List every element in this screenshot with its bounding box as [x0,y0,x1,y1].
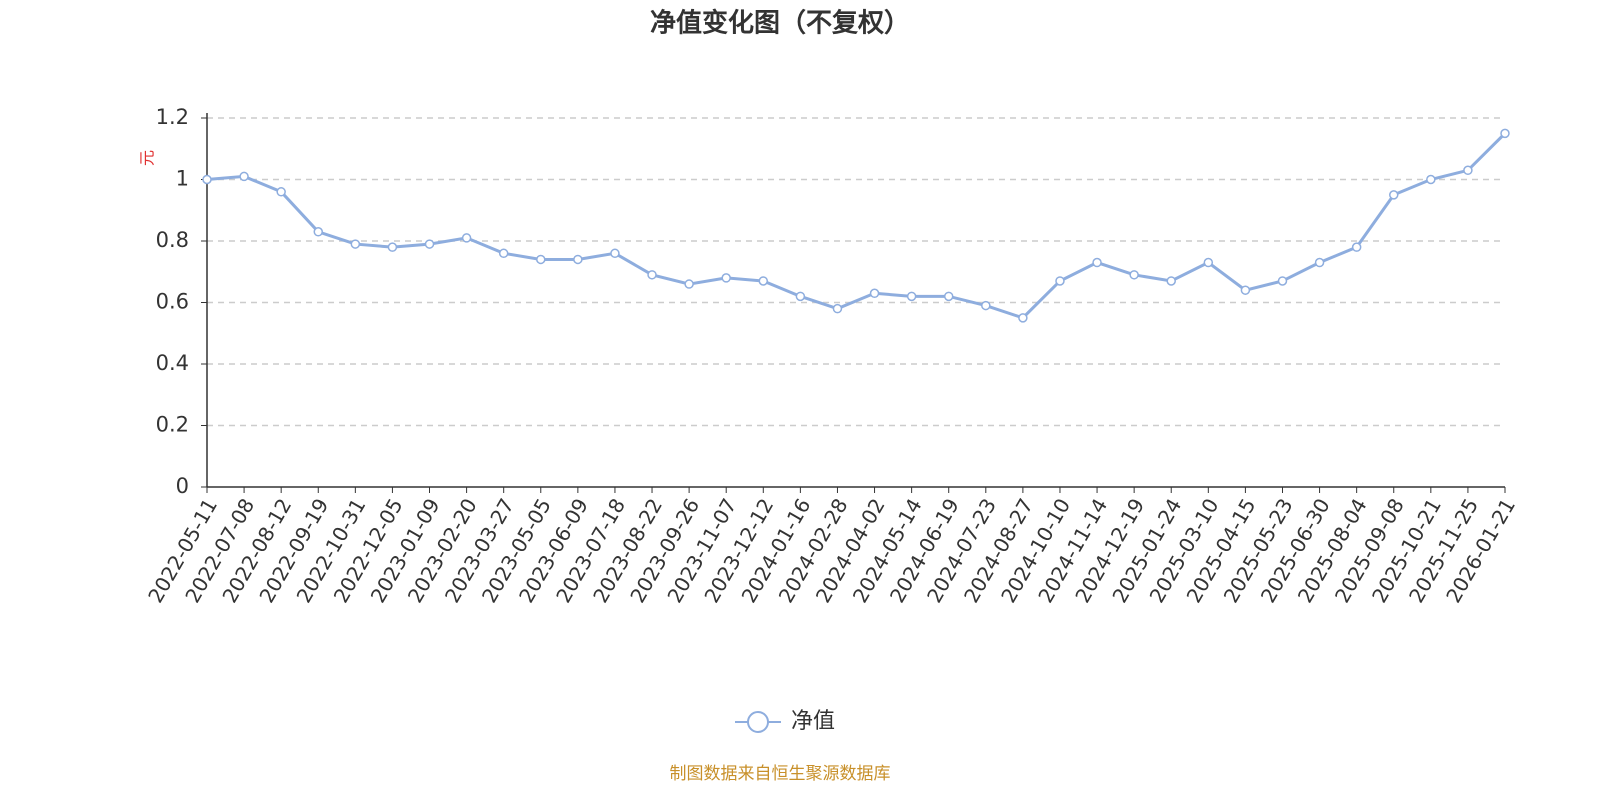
data-point [610,248,620,259]
y-tick-label: 1 [176,167,189,191]
data-point [1018,313,1028,323]
data-point [1500,128,1510,139]
data-point [1240,285,1251,295]
data-point [536,254,546,265]
data-point [1388,190,1399,200]
data-point [276,187,286,197]
legend-marker [747,711,769,733]
y-tick-label: 0.4 [156,351,189,375]
y-tick-label: 0.8 [156,228,189,252]
data-point [721,273,731,283]
data-point [498,248,509,259]
source-note: 制图数据来自恒生聚源数据库 [670,764,891,784]
data-point [461,233,472,243]
data-point [869,288,880,299]
data-point [313,227,324,237]
legend-label: 净值 [791,709,835,734]
chart-title: 净值变化图（不复权） [650,8,910,39]
data-point [832,303,843,314]
data-point [795,291,806,302]
data-point [1277,276,1288,286]
data-point [350,239,361,249]
y-tick-label: 0 [176,474,189,498]
data-point [424,239,435,249]
data-point [981,300,991,311]
y-axis-label: 元 [138,150,157,166]
data-point [387,242,398,252]
data-line [206,132,1507,320]
data-point [906,291,917,302]
data-point [647,270,657,280]
data-point [1426,174,1436,185]
data-point [1129,270,1139,280]
data-point [1351,242,1362,252]
y-tick-label: 1.2 [156,105,189,129]
data-point [1203,257,1214,268]
y-tick-label: 0.6 [156,290,189,314]
data-point [1166,276,1176,286]
data-point [1463,165,1473,176]
data-point [684,279,694,289]
data-point [1314,257,1325,268]
data-point [239,171,249,182]
data-point [1092,257,1102,268]
data-point [943,291,954,302]
data-point [1055,276,1065,286]
y-tick-label: 0.2 [156,413,189,437]
data-point [573,254,583,265]
data-point [202,174,212,185]
data-point [758,276,769,286]
